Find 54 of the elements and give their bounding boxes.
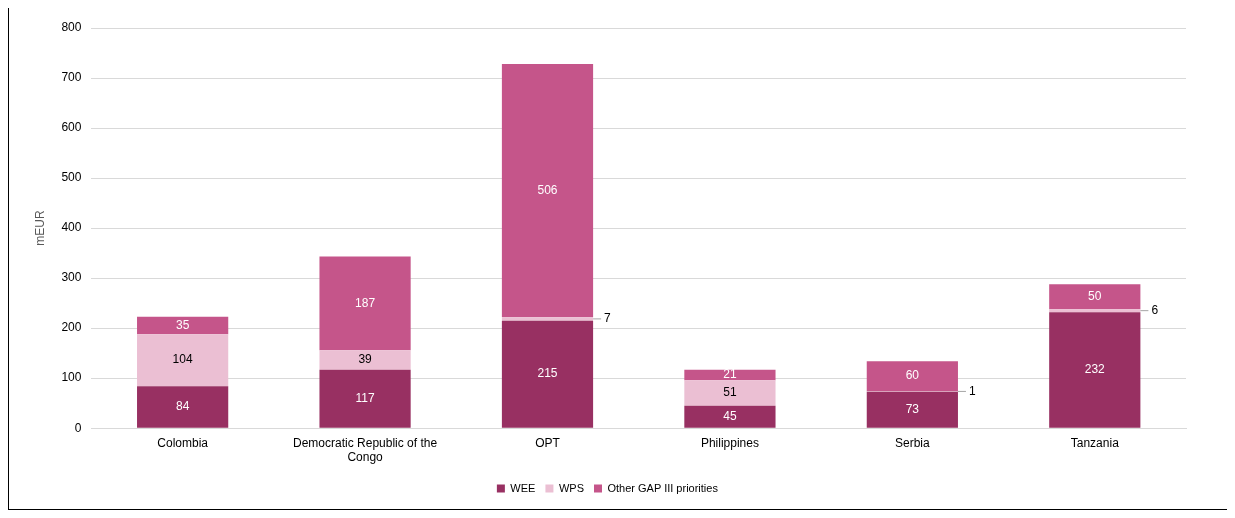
bar (319, 369, 411, 428)
y-tick-label: 800 (61, 20, 82, 35)
y-tick-label: 500 (61, 170, 82, 185)
y-tick-label: 300 (61, 270, 82, 285)
x-tick-label: Democratic Republic of the Congo (293, 435, 438, 465)
bar (501, 64, 594, 318)
data-label: 39 (358, 352, 373, 367)
legend-label: Other GAP III priorities (607, 481, 719, 494)
data-label: 7 (604, 311, 612, 326)
x-tick-label: Serbia (895, 435, 931, 450)
data-label: 215 (537, 366, 558, 381)
data-label: 50 (1088, 288, 1102, 303)
data-label: 506 (537, 182, 558, 197)
bar (319, 350, 411, 370)
bar (866, 391, 958, 428)
bar (501, 317, 594, 321)
y-tick-label: 700 (61, 70, 82, 85)
y-tick-label: 600 (61, 120, 82, 135)
bar (684, 380, 776, 406)
data-label: 73 (905, 402, 920, 416)
bar (1049, 309, 1141, 313)
legend-label: WPS (558, 481, 584, 494)
y-tick-label: 400 (61, 220, 82, 235)
data-label: 45 (723, 409, 737, 424)
bar (1049, 312, 1141, 428)
x-tick-label: OPT (535, 435, 561, 450)
y-axis-title: mEUR (32, 210, 47, 246)
data-label: 51 (723, 385, 737, 400)
data-label: 117 (355, 391, 375, 405)
bar (684, 369, 776, 381)
bar (319, 256, 411, 351)
data-label: 84 (175, 399, 190, 414)
bar (137, 334, 229, 387)
data-label: 60 (905, 368, 920, 383)
data-label: 187 (355, 295, 376, 310)
bar (137, 316, 229, 335)
legend-label: WEE (510, 481, 536, 494)
y-tick-label: 0 (74, 420, 82, 435)
y-tick-label: 200 (61, 320, 82, 335)
bar (137, 386, 229, 428)
data-label: 1 (968, 383, 976, 398)
x-tick-label: Philippines (700, 435, 759, 450)
bar (501, 320, 594, 428)
bar (684, 405, 776, 428)
data-label: 232 (1084, 362, 1106, 377)
data-label: 35 (175, 317, 190, 332)
data-label: 21 (723, 367, 737, 382)
bar (1049, 284, 1141, 310)
x-tick-label: Colombia (157, 435, 209, 450)
data-label: 6 (1151, 302, 1159, 317)
bar (866, 361, 958, 392)
y-tick-label: 100 (61, 370, 82, 385)
data-label: 104 (172, 352, 193, 367)
x-tick-label: Tanzania (1070, 435, 1120, 450)
